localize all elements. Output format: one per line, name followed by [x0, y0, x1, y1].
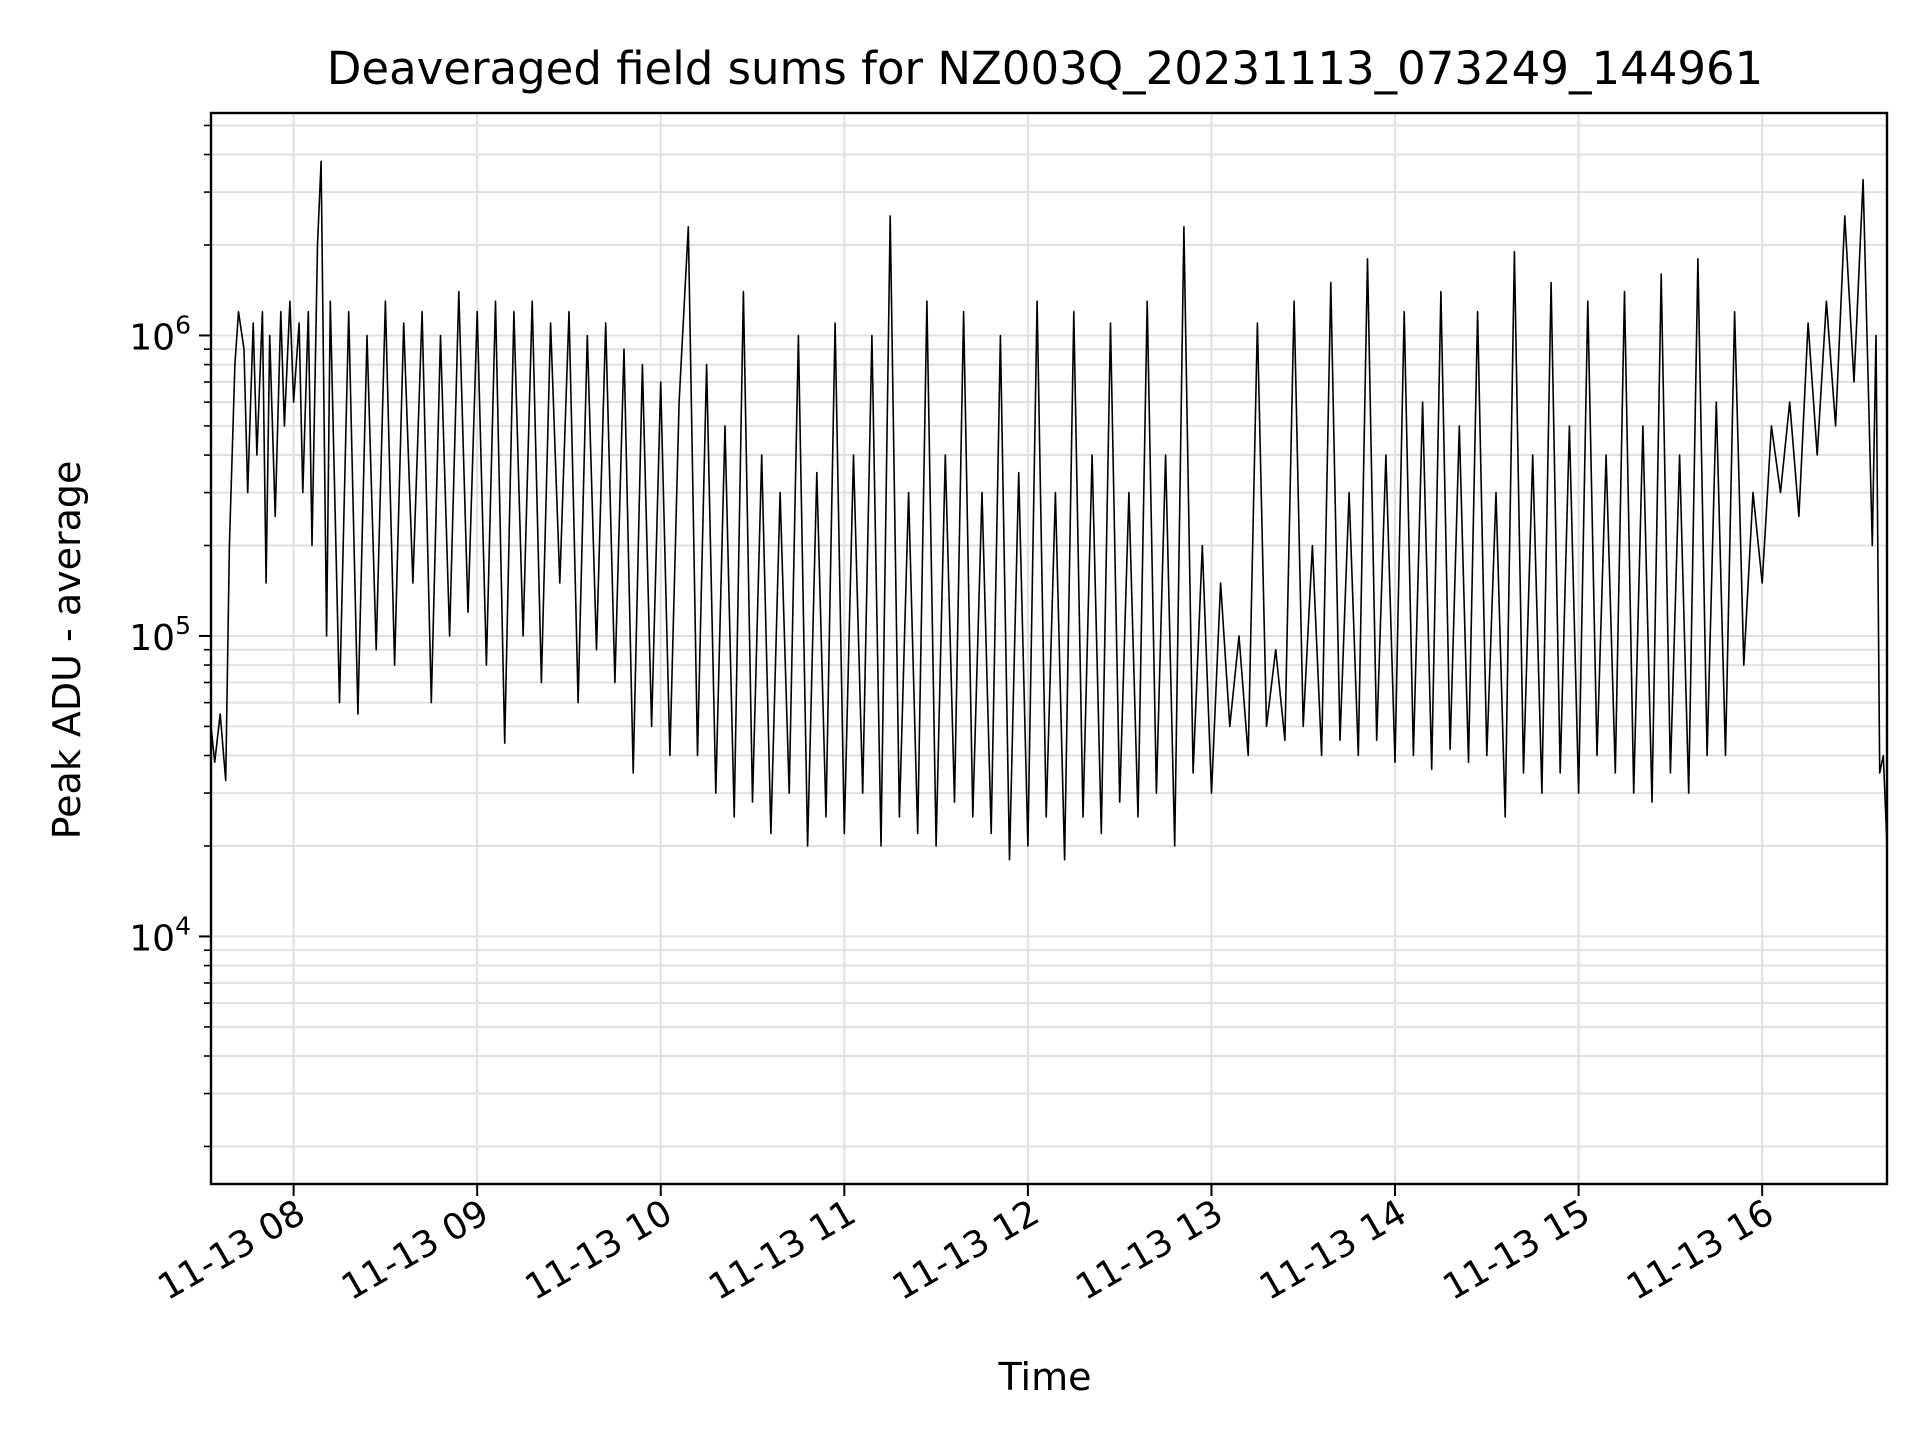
y-tick-label-base: 10: [129, 918, 175, 959]
y-tick-label-base: 10: [129, 317, 175, 358]
y-tick-label: 104: [129, 911, 191, 959]
y-tick-label-exponent: 6: [175, 310, 191, 339]
data-series: [210, 160, 1888, 861]
y-tick-label-exponent: 4: [175, 911, 191, 940]
y-tick-label: 106: [129, 310, 191, 358]
x-axis-label: Time: [998, 1355, 1092, 1399]
series-line: [210, 160, 1888, 861]
y-axis-label: Peak ADU - average: [45, 461, 89, 840]
chart-title: Deaveraged field sums for NZ003Q_2023111…: [327, 42, 1763, 95]
y-tick-label-exponent: 5: [175, 611, 191, 640]
y-tick-label: 105: [129, 611, 191, 659]
plot-area-frame: [209, 111, 1889, 1186]
axis-ticks: [199, 124, 1764, 1196]
y-tick-label-base: 10: [129, 618, 175, 659]
